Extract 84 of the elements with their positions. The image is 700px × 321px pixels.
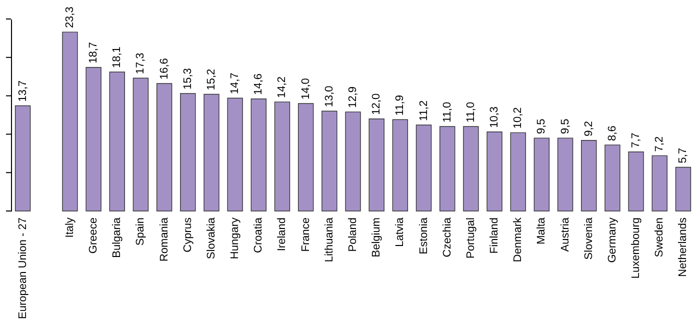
x-tick-label: Belgium [370,218,383,258]
x-tick-label: Poland [347,218,359,252]
x-tick-label: Hungary [229,217,242,260]
data-label: 13,0 [323,86,336,108]
bar [581,140,597,212]
x-tick-label: Austria [559,216,572,252]
x-tick-label: Netherlands [677,217,690,277]
bar [604,144,620,212]
x-tick-label: Latvia [394,216,406,247]
bar [132,78,149,212]
bar [510,132,526,212]
x-tick-label: Italy [64,217,76,238]
bar [416,124,432,212]
x-tick-label: Denmark [512,217,524,262]
data-label: 9,5 [536,118,548,134]
x-tick-label: Bulgaria [111,216,124,258]
bar [557,138,574,212]
x-tick-label: Slovenia [582,216,595,260]
bar [86,67,102,212]
bar [345,112,361,212]
bar [486,132,502,212]
x-tick-label: Czechia [441,216,454,258]
data-label: 14,0 [300,78,312,100]
bar [675,166,692,212]
bar [180,93,196,212]
data-label: 7,2 [654,136,666,152]
x-tick-label: Spain [134,218,147,246]
x-tick-label: Greece [88,218,100,254]
x-tick-label: European Union - 27 [16,218,29,320]
data-label: 17,3 [134,52,147,74]
bar [204,94,220,212]
data-label: 15,3 [182,68,194,90]
x-tick-label: Lithuania [323,216,336,262]
bar [463,126,479,212]
bar [534,138,550,212]
data-label: 10,3 [488,106,501,128]
data-label: 14,7 [229,72,242,94]
data-label: 7,7 [630,132,642,148]
data-label: 9,5 [559,118,572,134]
x-tick-label: Ireland [276,218,288,252]
bar [439,126,456,212]
x-tick-label: Germany [606,217,618,263]
data-label: 15,2 [205,68,218,90]
data-label: 18,1 [111,46,124,68]
bar [322,110,338,212]
bar [156,83,172,212]
x-tick-label: Slovakia [205,216,218,260]
bar [392,119,408,212]
x-tick-label: Estonia [418,216,430,254]
x-tick-label: Luxembourg [630,218,642,279]
data-label: 9,2 [582,121,595,136]
data-label: 18,7 [88,42,100,64]
x-tick-label: Cyprus [182,217,194,252]
bar [298,103,314,212]
data-label: 14,6 [252,73,265,95]
bar [628,152,644,212]
data-label: 8,6 [606,126,618,141]
bar [227,98,243,212]
bar [14,105,31,212]
data-label: 11,0 [464,102,477,123]
data-label: 14,2 [276,76,288,98]
bar [368,118,384,212]
data-label: 13,7 [16,80,29,102]
bar [652,155,668,212]
bar [109,72,125,212]
x-tick-label: Sweden [654,218,666,258]
data-label: 16,6 [158,58,170,80]
bar [62,32,78,212]
x-tick-label: Finland [488,218,501,254]
bar [274,102,290,212]
data-label: 12,9 [347,86,359,108]
data-label: 11,2 [418,100,430,121]
x-tick-label: Malta [536,216,548,244]
bar [250,98,267,212]
data-label: 5,7 [677,148,690,164]
data-label: 11,0 [441,102,454,123]
data-label: 11,9 [394,95,406,116]
x-tick-label: Croatia [252,216,265,253]
x-tick-label: France [300,218,312,252]
x-tick-label: Portugal [464,218,477,258]
data-label: 23,3 [64,6,76,28]
data-label: 12,0 [370,93,383,115]
x-tick-label: Romania [158,216,170,262]
data-label: 10,2 [512,107,524,129]
